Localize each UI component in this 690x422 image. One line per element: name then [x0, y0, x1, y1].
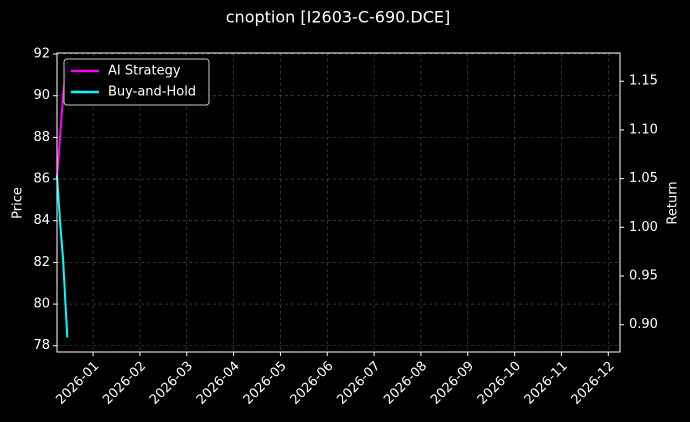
- y-axis-label: Price: [11, 187, 26, 219]
- chart-title: cnoption [I2603-C-690.DCE]: [226, 8, 450, 27]
- legend: AI Strategy Buy-and-Hold: [63, 58, 210, 106]
- y-tick-label: 78: [33, 338, 50, 353]
- y-tick-label: 90: [33, 88, 50, 103]
- y2-tick-label: 1.05: [629, 171, 658, 186]
- legend-box: [63, 58, 210, 106]
- y2-tick-label: 0.95: [629, 269, 658, 284]
- y-tick-label: 80: [33, 297, 50, 312]
- series-line: [56, 175, 69, 338]
- y2-tick-label: 1.10: [629, 122, 658, 137]
- y2-axis-label: Return: [666, 181, 681, 224]
- y2-tick-label: 1.15: [629, 74, 658, 89]
- y-tick-label: 92: [33, 47, 50, 62]
- y2-tick-label: 1.00: [629, 220, 658, 235]
- y-tick-label: 88: [33, 130, 50, 145]
- y-tick-label: 82: [33, 255, 50, 270]
- legend-label: Buy-and-Hold: [108, 85, 196, 100]
- plot-frame: [56, 52, 621, 353]
- y-tick-label: 86: [33, 172, 50, 187]
- y-tick-label: 84: [33, 213, 50, 228]
- legend-label: AI Strategy: [108, 64, 181, 79]
- y2-tick-label: 0.90: [629, 317, 658, 332]
